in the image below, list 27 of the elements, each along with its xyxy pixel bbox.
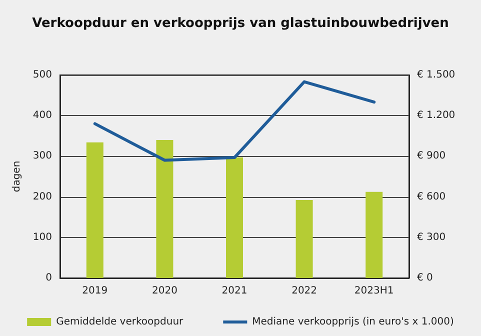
- x-tick-label: 2019: [82, 286, 108, 296]
- x-tick-label: 2022: [292, 286, 318, 296]
- y2-tick-label: € 0: [417, 272, 433, 284]
- y-tick-label: 0: [46, 272, 52, 284]
- y2-tick-label: € 300: [417, 232, 446, 243]
- bar: [86, 142, 104, 278]
- x-tick-label: 2023H1: [354, 286, 394, 296]
- legend-label: Mediane verkoopprijs (in euro's x 1.000): [252, 316, 454, 328]
- y2-tick-label: € 900: [417, 150, 446, 162]
- y2-tick-label: € 1.200: [417, 110, 456, 122]
- y-axis-title: dagen: [12, 160, 22, 192]
- bar: [296, 200, 313, 278]
- bar: [226, 157, 243, 278]
- x-tick-label: 2021: [222, 286, 248, 296]
- x-tick-label: 2020: [152, 286, 178, 296]
- y-tick-label: 100: [32, 232, 52, 243]
- chart-title: Verkoopduur en verkoopprijs van glastuinbouwbedrijven: [32, 16, 449, 31]
- y-tick-label: 200: [32, 191, 52, 202]
- y-tick-label: 300: [32, 150, 52, 162]
- bar: [156, 140, 174, 278]
- y2-tick-label: € 1.500: [417, 70, 456, 80]
- y-tick-label: 400: [32, 110, 52, 122]
- legend-label: Gemiddelde verkoopduur: [56, 316, 184, 328]
- bar: [366, 192, 383, 278]
- y2-tick-label: € 600: [417, 191, 446, 202]
- y-tick-label: 500: [32, 70, 52, 80]
- line-series: [93, 80, 376, 162]
